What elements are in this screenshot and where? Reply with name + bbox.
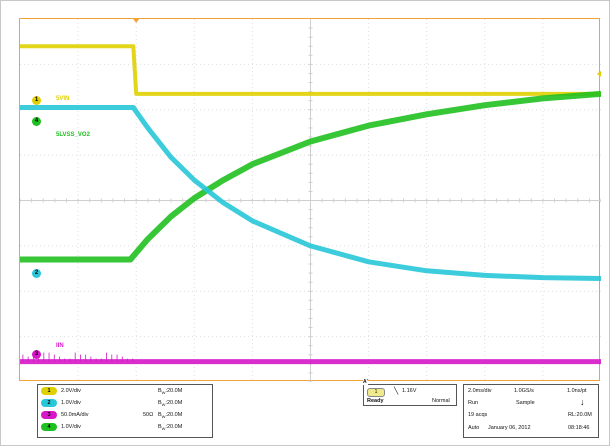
trigger-settings-panel[interactable]: A' 1 ╲ 1.16V Ready Normal [363, 379, 457, 406]
record-length: RL:20.0M [568, 412, 592, 418]
trace-5vin [20, 44, 601, 96]
acquisition-panel[interactable]: 2.0ms/div 1.0GS/s 1.0ns/pt Run Sample ↓ … [463, 384, 599, 438]
trigger-mode-auto: Auto [468, 425, 480, 431]
traces [20, 44, 601, 365]
sample-rate: 1.0GS/s [514, 388, 534, 394]
channel-2-bandwidth: BW:20.0M [158, 400, 183, 408]
trigger-position-marker [133, 19, 140, 23]
channel-2-scale: 1.0V/div [61, 400, 81, 406]
sample-mode: Sample [516, 400, 535, 406]
resolution: 1.0ns/pt [567, 388, 587, 394]
trace-label-5vin: 5VIN [56, 96, 70, 102]
channel-4-settings[interactable]: 4 1.0V/div BW:20.0M [41, 421, 211, 433]
waveform-plot [20, 19, 601, 382]
trace-5lvss-vo2 [20, 90, 601, 263]
trigger-level-marker [597, 70, 601, 77]
channel-4-scale: 1.0V/div [61, 424, 81, 430]
channel-4-marker[interactable]: 4 [32, 117, 41, 126]
trace-channel-2 [20, 105, 601, 281]
trace-label-5lvss-vo2: 5LVSS_VO2 [56, 132, 90, 138]
channel-3-settings[interactable]: 3 50.0mA/div 50Ω BW:20.0M [41, 409, 211, 421]
channel-1-bandwidth: BW:20.0M [158, 388, 183, 396]
channel-2-settings[interactable]: 2 1.0V/div BW:20.0M [41, 397, 211, 409]
acquisition-count: 19 acqs [468, 412, 488, 418]
time: 08:18:46 [568, 425, 590, 431]
trigger-mode-label: A' [363, 379, 368, 385]
trigger-level: 1.16V [402, 388, 417, 394]
channel-2-badge: 2 [41, 399, 57, 407]
channel-1-settings[interactable]: 1 2.0V/div BW:20.0M [41, 385, 211, 397]
timebase: 2.0ms/div [468, 388, 492, 394]
channel-1-scale: 2.0V/div [61, 388, 81, 394]
waveform-display: 5VIN 5LVSS_VO2 IIN [19, 18, 601, 382]
acquisition-state: Run [468, 400, 479, 406]
channel-1-marker[interactable]: 1 [32, 96, 41, 105]
channel-3-bandwidth: BW:20.0M [158, 412, 183, 420]
trace-label-iin: IIN [56, 343, 64, 349]
channel-3-termination: 50Ω [143, 412, 154, 418]
trigger-slope-icon: ╲ [394, 388, 399, 395]
graticule [20, 19, 601, 382]
channel-2-marker[interactable]: 2 [32, 269, 41, 278]
channel-4-badge: 4 [41, 423, 57, 431]
channel-3-marker[interactable]: 3 [32, 350, 41, 359]
date: January 06, 2012 [488, 425, 531, 431]
channel-3-scale: 50.0mA/div [61, 412, 89, 418]
down-arrow-icon: ↓ [580, 397, 585, 407]
trigger-mode: Normal [432, 398, 450, 404]
channel-3-badge: 3 [41, 411, 57, 419]
channel-4-bandwidth: BW:20.0M [158, 424, 183, 432]
channel-settings-panel: 1 2.0V/div BW:20.0M 2 1.0V/div BW:20.0M … [37, 384, 213, 438]
trigger-source-badge: 1 [367, 388, 385, 397]
channel-1-badge: 1 [41, 387, 57, 395]
trigger-status: Ready [367, 398, 384, 404]
